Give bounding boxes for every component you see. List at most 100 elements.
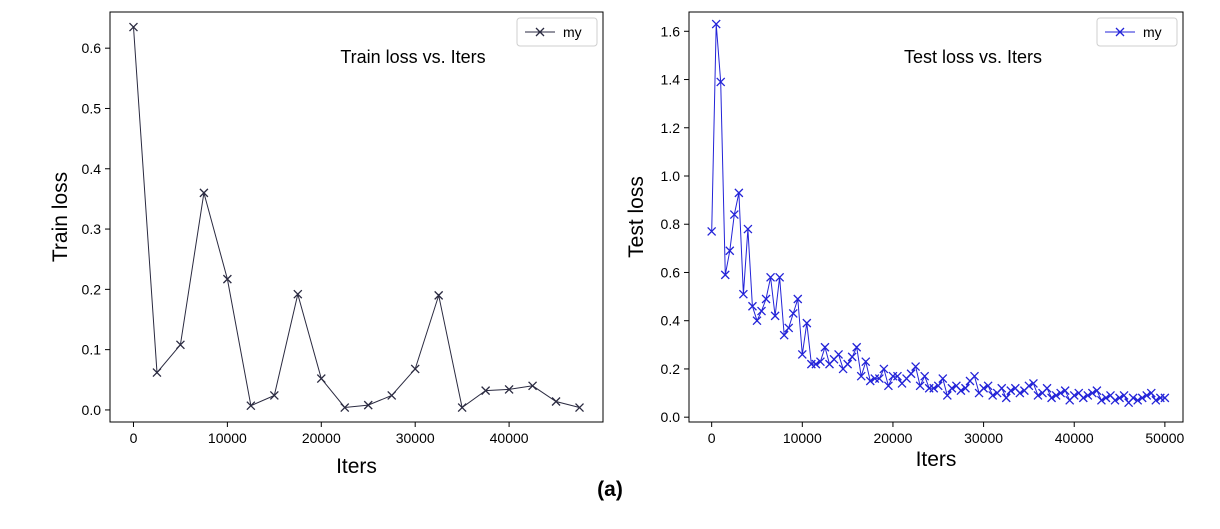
x-tick-label: 10000 <box>208 430 247 446</box>
data-point <box>734 188 744 198</box>
data-point <box>1101 393 1111 403</box>
legend-box <box>1096 17 1178 47</box>
data-point <box>847 352 857 362</box>
data-point <box>340 403 350 412</box>
data-point <box>434 290 444 300</box>
y-axis-label: Test loss <box>625 176 648 258</box>
data-point <box>363 400 373 410</box>
data-point <box>551 397 561 406</box>
data-point <box>1110 395 1120 405</box>
y-tick-label: 0.4 <box>82 161 102 177</box>
data-point <box>1001 393 1011 403</box>
data-point <box>1024 381 1034 391</box>
data-point <box>761 294 771 304</box>
data-point <box>788 309 798 318</box>
data-point <box>811 359 821 369</box>
data-point <box>988 391 998 400</box>
data-point <box>879 364 889 374</box>
data-point <box>711 19 721 29</box>
y-tick-label: 0.3 <box>82 221 102 237</box>
data-point <box>757 306 766 316</box>
y-tick-label: 1.0 <box>661 168 681 184</box>
data-point <box>222 274 232 284</box>
y-tick-label: 0.6 <box>82 40 102 56</box>
data-point <box>316 374 326 384</box>
legend: my <box>516 17 598 47</box>
data-point <box>175 340 185 350</box>
data-point <box>947 383 957 393</box>
data-point <box>893 371 902 381</box>
series-line-my <box>711 24 1165 404</box>
data-point <box>1137 393 1147 403</box>
plot-frame <box>109 11 604 423</box>
data-point <box>1133 395 1143 405</box>
data-point <box>920 371 930 381</box>
y-tick-label: 0.0 <box>82 402 102 418</box>
data-point <box>725 246 735 256</box>
data-point <box>1146 388 1156 398</box>
data-point <box>983 381 993 391</box>
legend-marker <box>535 27 545 37</box>
data-point <box>911 362 921 371</box>
data-point <box>1092 386 1102 396</box>
data-point <box>906 369 916 379</box>
data-point <box>528 381 538 391</box>
y-tick-label: 1.6 <box>661 23 681 39</box>
data-point <box>1142 391 1152 400</box>
figure-caption: (a) <box>597 478 623 501</box>
data-point <box>856 371 866 381</box>
test-loss-chart: 0 10000 20000 30000 40000 50000 0.0 0.2 0.4 0.6 0.… <box>625 11 1185 471</box>
x-axis-label: Iters <box>916 448 957 471</box>
legend: my <box>1096 17 1178 47</box>
data-point <box>815 357 825 367</box>
data-point <box>1042 383 1052 393</box>
y-tick-label: 1.4 <box>661 72 681 88</box>
data-point <box>1128 393 1138 403</box>
data-point <box>956 386 966 396</box>
x-tick-label: 40000 <box>1055 430 1094 446</box>
data-point <box>784 323 794 333</box>
x-tick-label: 0 <box>708 430 716 446</box>
data-point <box>457 403 467 412</box>
data-point <box>865 376 875 386</box>
data-point <box>269 391 279 400</box>
data-point <box>861 357 871 367</box>
data-point <box>1115 393 1125 403</box>
y-tick-label: 0.2 <box>82 281 102 297</box>
y-tick-label: 1.2 <box>661 120 681 136</box>
data-point <box>481 386 491 396</box>
y-tick-label: 0.0 <box>661 409 681 425</box>
data-point <box>1087 388 1097 398</box>
data-point <box>743 224 753 234</box>
x-tick-label: 10000 <box>783 430 822 446</box>
data-point <box>707 227 717 236</box>
data-point <box>883 381 893 391</box>
y-tick-label: 0.5 <box>82 100 102 116</box>
data-point <box>942 391 952 400</box>
data-point <box>293 289 303 299</box>
data-point <box>933 381 943 391</box>
data-point <box>960 383 970 393</box>
legend-box <box>516 17 598 47</box>
data-point <box>1015 388 1025 398</box>
data-point <box>1028 378 1038 388</box>
data-point <box>1060 386 1070 396</box>
data-point <box>1078 393 1088 403</box>
x-tick-label: 0 <box>130 430 138 446</box>
data-point <box>874 374 884 384</box>
data-point <box>793 294 803 304</box>
data-point <box>834 350 844 359</box>
x-tick-label: 20000 <box>873 430 912 446</box>
data-point <box>843 359 853 369</box>
legend-label: my <box>563 24 582 40</box>
data-point <box>1119 391 1129 400</box>
data-point <box>129 22 138 32</box>
data-point <box>387 391 397 400</box>
data-point <box>929 383 939 393</box>
data-point <box>997 383 1007 393</box>
data-point <box>1033 391 1043 400</box>
data-point <box>720 270 730 280</box>
data-point <box>970 371 979 381</box>
x-axis-label: Iters <box>336 455 377 478</box>
